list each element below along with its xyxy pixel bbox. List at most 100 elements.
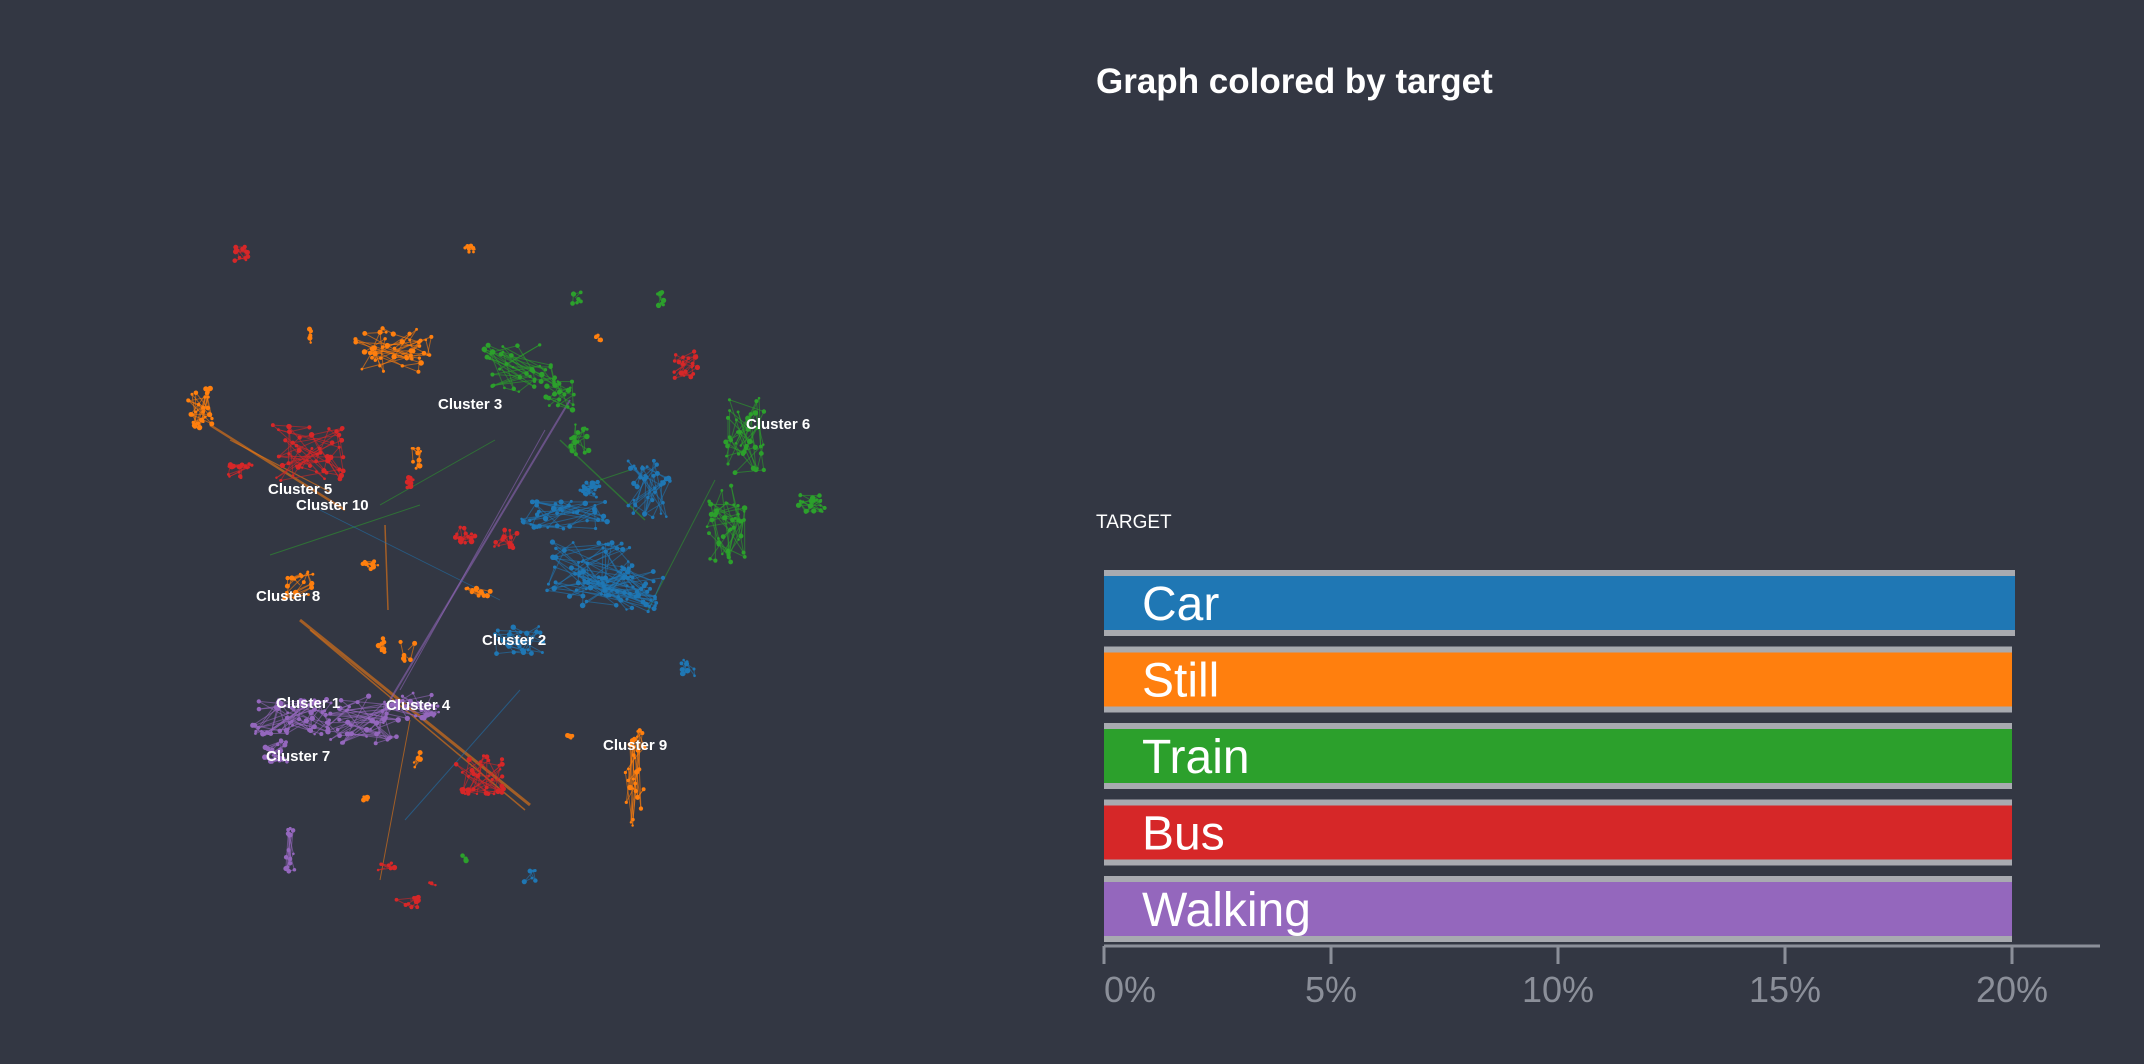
cluster-label[interactable]: Cluster 9 <box>603 737 667 754</box>
graph-node <box>651 458 656 463</box>
graph-node <box>734 418 738 422</box>
cluster-label[interactable]: Cluster 2 <box>482 632 546 649</box>
graph-node <box>601 518 605 522</box>
graph-edge <box>461 756 488 773</box>
graph-node <box>237 470 241 474</box>
cluster-graph[interactable]: Cluster 1 Cluster 2 Cluster 3 Cluster 4 Clus… <box>0 0 1040 1064</box>
graph-node <box>725 415 731 420</box>
graph-node <box>726 462 730 466</box>
cluster-label[interactable]: Cluster 4 <box>386 697 451 714</box>
graph-node <box>638 806 644 811</box>
bar-still[interactable] <box>1104 652 2012 707</box>
bar-walking[interactable] <box>1104 882 2012 936</box>
cluster-label[interactable]: Cluster 1 <box>276 695 340 712</box>
graph-node <box>407 331 412 336</box>
graph-node <box>568 443 574 449</box>
graph-node <box>360 367 364 371</box>
graph-edge <box>379 719 411 881</box>
graph-node <box>307 593 310 597</box>
graph-edge <box>327 730 390 740</box>
cluster-label[interactable]: Cluster 8 <box>256 588 320 605</box>
graph-node <box>593 511 597 515</box>
cluster-graph-panel[interactable]: Cluster 1 Cluster 2 Cluster 3 Cluster 4 Clus… <box>0 0 1040 1064</box>
graph-node <box>645 465 649 469</box>
cluster-label[interactable]: Cluster 6 <box>746 416 810 433</box>
graph-node <box>323 712 328 718</box>
graph-edge <box>502 640 520 647</box>
bar-car[interactable] <box>1104 576 2015 630</box>
graph-edge <box>490 353 505 389</box>
graph-node <box>201 409 205 414</box>
graph-node <box>344 709 348 713</box>
graph-node <box>286 423 292 430</box>
graph-node <box>688 374 694 380</box>
graph-edge <box>576 589 655 610</box>
graph-node <box>374 731 379 737</box>
graph-node <box>579 602 586 609</box>
graph-node <box>596 575 601 580</box>
graph-node <box>192 424 198 429</box>
cluster-label[interactable]: Cluster 5 <box>268 481 332 498</box>
graph-node <box>376 868 380 872</box>
graph-node <box>473 585 480 592</box>
graph-node <box>237 255 242 260</box>
graph-node <box>457 536 463 542</box>
graph-edge <box>404 689 521 821</box>
graph-edge <box>319 509 501 601</box>
graph-node <box>549 539 556 545</box>
cluster-label[interactable]: Cluster 10 <box>296 497 369 514</box>
graph-node <box>361 797 367 803</box>
graph-node <box>732 503 736 507</box>
graph-node <box>664 515 668 518</box>
graph-node <box>518 630 523 635</box>
graph-node <box>679 671 685 677</box>
graph-node <box>672 370 676 374</box>
graph-node <box>539 371 545 378</box>
graph-node <box>545 588 549 593</box>
graph-edge <box>727 397 760 465</box>
graph-edge <box>480 761 500 766</box>
graph-node <box>472 250 475 254</box>
graph-node <box>340 468 346 474</box>
graph-edge <box>683 366 698 376</box>
graph-node <box>314 459 318 464</box>
bar-bus[interactable] <box>1104 805 2012 860</box>
graph-node <box>313 732 316 736</box>
graph-node <box>492 792 496 796</box>
graph-node <box>509 542 515 548</box>
graph-node <box>582 500 589 507</box>
graph-node <box>461 525 467 531</box>
graph-node <box>633 502 637 507</box>
graph-edge <box>289 722 315 728</box>
graph-node <box>584 599 589 604</box>
graph-node <box>641 583 647 589</box>
graph-edge <box>518 378 536 393</box>
graph-edge <box>307 460 325 480</box>
graph-node <box>811 508 817 514</box>
graph-edge <box>644 502 664 515</box>
graph-edge <box>636 591 656 598</box>
graph-node <box>533 868 537 873</box>
graph-node <box>569 379 575 384</box>
graph-node <box>554 546 558 551</box>
graph-node <box>733 516 737 520</box>
graph-node <box>679 661 684 666</box>
graph-node <box>370 355 374 360</box>
bar-train[interactable] <box>1104 729 2012 783</box>
graph-edge <box>269 504 421 556</box>
graph-node <box>528 374 532 379</box>
graph-node <box>324 454 331 460</box>
graph-node <box>395 717 401 723</box>
cluster-label[interactable]: Cluster 7 <box>266 748 330 765</box>
graph-node <box>380 345 385 349</box>
graph-node <box>311 572 315 576</box>
graph-node <box>429 334 434 339</box>
graph-node <box>580 568 586 575</box>
graph-node <box>353 339 359 345</box>
graph-node <box>339 437 345 443</box>
graph-node <box>419 751 423 755</box>
cluster-label[interactable]: Cluster 3 <box>438 396 502 413</box>
graph-node <box>597 338 601 342</box>
graph-node <box>629 605 635 611</box>
graph-node <box>725 454 728 458</box>
